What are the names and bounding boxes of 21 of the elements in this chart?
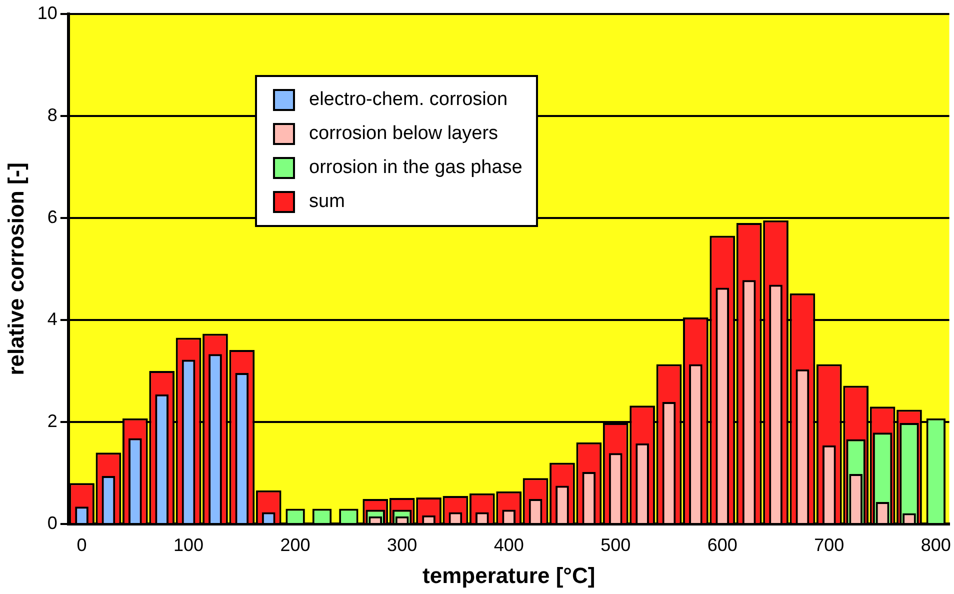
legend-label: orrosion in the gas phase [309,157,522,179]
x-tick-label: 400 [494,534,524,555]
y-tick-label: 0 [47,512,58,533]
x-tick-label: 600 [707,534,738,555]
x-axis-title: temperature [°C] [422,562,596,588]
x-tick-label: 200 [280,534,310,555]
y-axis-title: relative corrosion [-] [3,162,28,376]
y-tick-label: 4 [47,308,58,329]
x-tick-label: 0 [76,534,87,555]
x-tick-label: 300 [387,534,418,555]
x-tick-label: 700 [814,534,844,555]
y-tick-label: 2 [47,410,58,431]
legend-label: corrosion below layers [309,123,498,145]
y-tick-label: 6 [47,206,58,227]
x-tick-label: 500 [600,534,631,555]
y-tick-label: 10 [37,2,58,23]
x-tick-label: 100 [174,534,204,555]
legend-label: sum [309,191,345,213]
y-tick-label: 8 [47,104,58,125]
x-tick-label: 800 [920,534,951,555]
legend-label: electro-chem. corrosion [309,89,508,111]
